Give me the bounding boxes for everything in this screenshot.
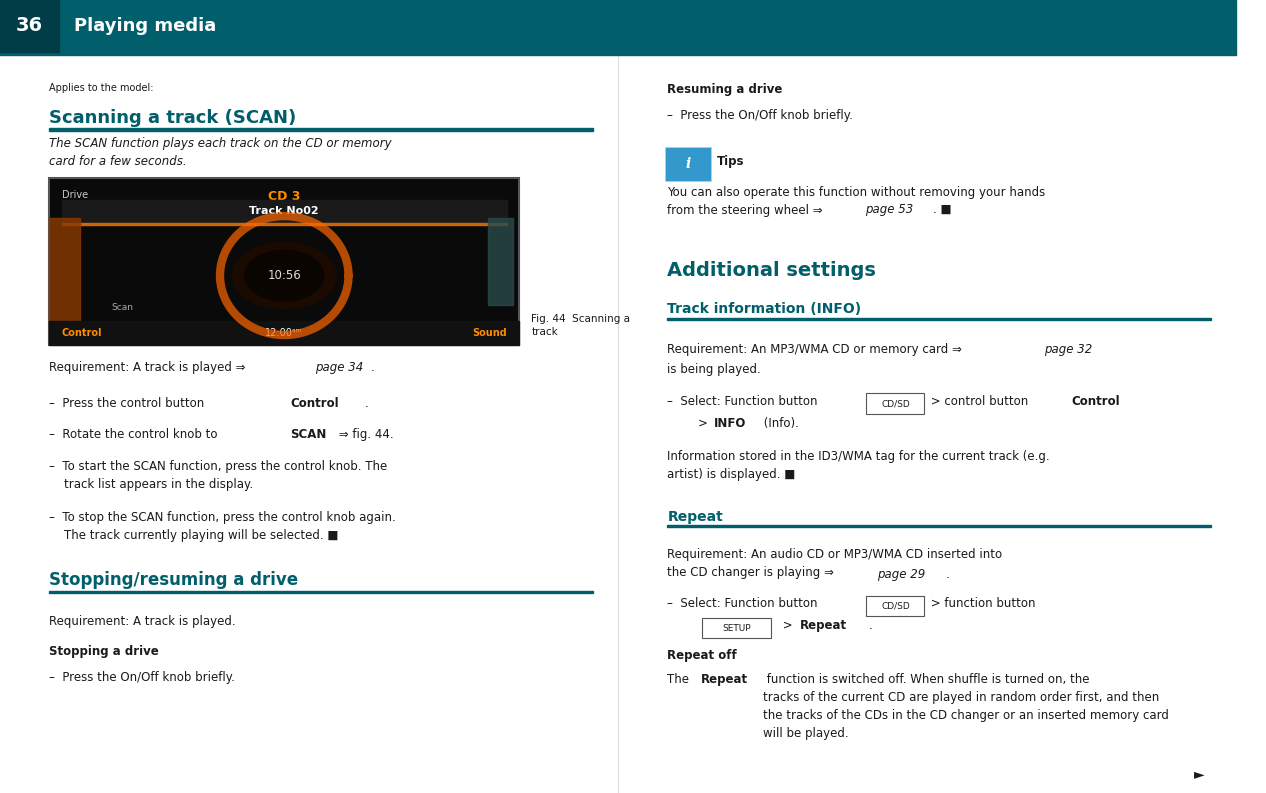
Text: INFO: INFO <box>714 417 747 430</box>
Bar <box>49 591 594 593</box>
Text: Information stored in the ID3/WMA tag for the current track (e.g.
artist) is dis: Information stored in the ID3/WMA tag fo… <box>667 450 1050 481</box>
Text: ►: ► <box>1194 767 1205 781</box>
Text: Applies to the model:: Applies to the model: <box>49 83 154 94</box>
Text: > control button: > control button <box>927 395 1032 408</box>
Text: function is switched off. When shuffle is turned on, the
tracks of the current C: function is switched off. When shuffle i… <box>762 673 1169 740</box>
Circle shape <box>244 251 324 301</box>
Text: Control: Control <box>290 396 339 409</box>
Bar <box>49 321 519 345</box>
Text: Requirement: A track is played.: Requirement: A track is played. <box>49 615 235 627</box>
Text: Resuming a drive: Resuming a drive <box>667 83 782 96</box>
Bar <box>489 218 513 305</box>
Text: The: The <box>667 673 694 686</box>
Text: Control: Control <box>1071 395 1120 408</box>
Text: Requirement: An MP3/WMA CD or memory card ⇒: Requirement: An MP3/WMA CD or memory car… <box>667 343 966 356</box>
Bar <box>0 52 1236 55</box>
Bar <box>62 223 506 225</box>
Text: Requirement: An audio CD or MP3/WMA CD inserted into
the CD changer is playing ⇒: Requirement: An audio CD or MP3/WMA CD i… <box>667 548 1003 579</box>
Text: .: . <box>371 361 375 374</box>
Text: >: > <box>779 619 796 632</box>
Text: Scan: Scan <box>111 303 133 312</box>
Text: Control: Control <box>62 328 103 338</box>
Bar <box>0 0 60 52</box>
Text: –  To start the SCAN function, press the control knob. The
    track list appear: – To start the SCAN function, press the … <box>49 460 387 491</box>
Text: page 34: page 34 <box>315 361 363 374</box>
Text: is being played.: is being played. <box>667 363 761 376</box>
Text: Track information (INFO): Track information (INFO) <box>667 302 862 316</box>
Text: CD/SD: CD/SD <box>881 601 910 611</box>
Bar <box>49 128 594 131</box>
Text: i: i <box>685 157 690 171</box>
FancyBboxPatch shape <box>49 178 519 345</box>
Text: –  Select: Function button: – Select: Function button <box>667 395 822 408</box>
Text: SETUP: SETUP <box>723 623 751 633</box>
Text: You can also operate this function without removing your hands
from the steering: You can also operate this function witho… <box>667 186 1046 216</box>
Bar <box>667 318 1212 320</box>
Text: Repeat: Repeat <box>701 673 748 686</box>
Text: Repeat: Repeat <box>667 510 723 524</box>
FancyBboxPatch shape <box>866 596 924 616</box>
Text: page 53: page 53 <box>865 203 913 216</box>
Text: –  Press the On/Off knob briefly.: – Press the On/Off knob briefly. <box>49 671 235 684</box>
Text: –  Rotate the control knob to: – Rotate the control knob to <box>49 428 222 441</box>
Text: Sound: Sound <box>472 328 506 338</box>
Text: . ■: . ■ <box>933 203 952 216</box>
Circle shape <box>233 243 337 309</box>
Text: Repeat: Repeat <box>800 619 847 632</box>
FancyBboxPatch shape <box>866 393 924 414</box>
Bar <box>49 218 80 329</box>
Text: ⇒ fig. 44.: ⇒ fig. 44. <box>335 428 394 441</box>
Text: .: . <box>868 619 872 632</box>
Text: The SCAN function plays each track on the CD or memory
card for a few seconds.: The SCAN function plays each track on th… <box>49 137 392 168</box>
Bar <box>667 526 1212 527</box>
Text: page 32: page 32 <box>1044 343 1093 356</box>
Text: SCAN: SCAN <box>290 428 327 441</box>
Text: Playing media: Playing media <box>75 17 216 35</box>
FancyBboxPatch shape <box>665 147 710 181</box>
Text: Additional settings: Additional settings <box>667 261 876 280</box>
Text: Track No02: Track No02 <box>249 206 319 216</box>
Text: Drive: Drive <box>62 190 87 201</box>
Text: Repeat off: Repeat off <box>667 649 737 662</box>
Text: Stopping/resuming a drive: Stopping/resuming a drive <box>49 571 299 589</box>
Text: Requirement: A track is played ⇒: Requirement: A track is played ⇒ <box>49 361 249 374</box>
Text: page 29: page 29 <box>877 568 925 580</box>
Text: >: > <box>699 417 711 430</box>
Text: –  To stop the SCAN function, press the control knob again.
    The track curren: – To stop the SCAN function, press the c… <box>49 511 396 542</box>
Text: –  Select: Function button: – Select: Function button <box>667 597 822 610</box>
Text: CD/SD: CD/SD <box>881 399 910 408</box>
Text: (Info).: (Info). <box>760 417 799 430</box>
Text: –  Press the On/Off knob briefly.: – Press the On/Off knob briefly. <box>667 109 853 122</box>
Text: Tips: Tips <box>717 155 744 168</box>
Text: 36: 36 <box>16 17 43 35</box>
FancyBboxPatch shape <box>701 618 771 638</box>
Text: 10:56: 10:56 <box>267 269 301 282</box>
Text: 12:00ᵃᵐ: 12:00ᵃᵐ <box>266 328 303 338</box>
Bar <box>0 0 1236 52</box>
Text: Scanning a track (SCAN): Scanning a track (SCAN) <box>49 109 296 128</box>
Text: –  Press the control button: – Press the control button <box>49 396 209 409</box>
Text: Stopping a drive: Stopping a drive <box>49 645 160 657</box>
Text: .: . <box>365 396 368 409</box>
Text: Fig. 44  Scanning a
track: Fig. 44 Scanning a track <box>532 313 630 337</box>
Text: CD 3: CD 3 <box>268 190 300 203</box>
Bar <box>62 200 506 222</box>
Text: > function button: > function button <box>927 597 1036 610</box>
Text: .: . <box>946 568 950 580</box>
